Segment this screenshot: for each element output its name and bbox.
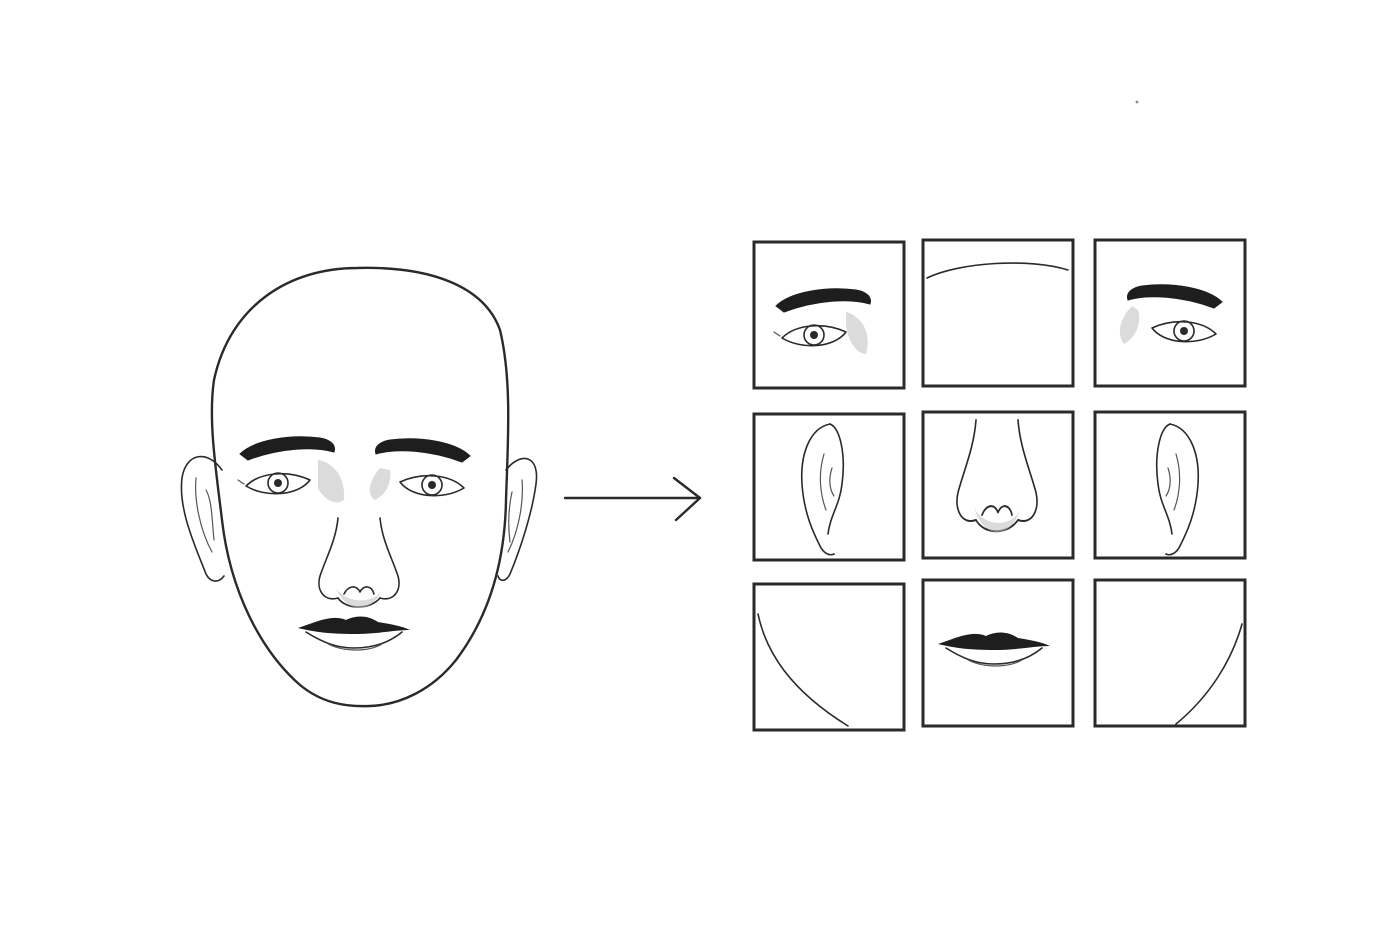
face-right-eye (374, 437, 471, 497)
feature-grid (752, 238, 1247, 732)
right-ear (497, 457, 538, 582)
face-drawing (180, 266, 538, 708)
head-outline (210, 266, 510, 708)
tile-forehead (921, 238, 1075, 388)
tile-left-ear (752, 412, 906, 562)
tile-right-jaw (1093, 578, 1247, 728)
left-ear (180, 455, 225, 582)
face-nose (318, 517, 400, 609)
tile-right-ear (1093, 410, 1247, 560)
tile-nose (921, 410, 1075, 560)
arrow-right-icon (563, 476, 702, 522)
face-right-shadow (369, 468, 391, 500)
tile-left-eye (752, 240, 906, 390)
tile-mouth (921, 578, 1075, 728)
stray-mark (1135, 100, 1139, 104)
tile-left-jaw (752, 582, 906, 732)
face-left-shadow (318, 460, 345, 503)
face-mouth (297, 615, 411, 651)
tile-right-eye (1093, 238, 1247, 388)
